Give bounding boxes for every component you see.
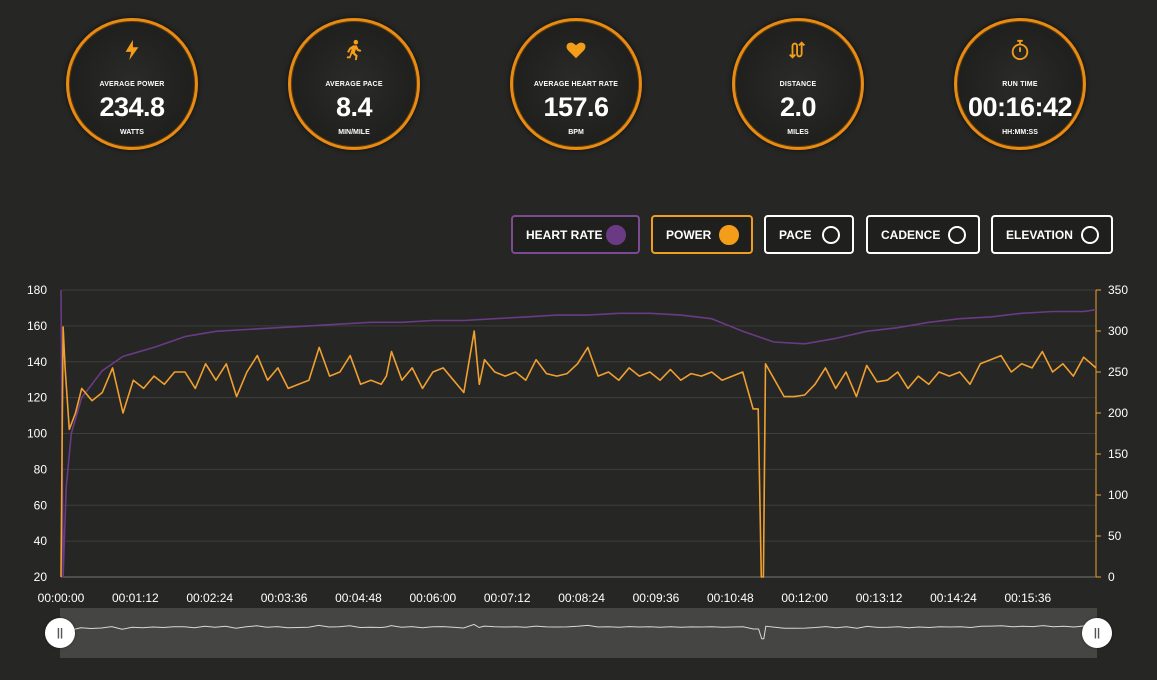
y-left-tick-label: 60 — [34, 498, 48, 512]
stat-label: AVERAGE HEART RATE — [533, 81, 619, 88]
x-tick-label: 00:13:12 — [856, 591, 903, 605]
y-left-tick-label: 180 — [27, 283, 47, 297]
heart-rate-line — [60, 289, 1097, 578]
y-right-tick-label: 300 — [1108, 324, 1128, 338]
y-left-tick-label: 160 — [27, 319, 47, 333]
stat-value: 2.0 — [779, 92, 817, 122]
x-tick-label: 00:02:24 — [186, 591, 233, 605]
stat-label: DISTANCE — [779, 81, 817, 88]
y-left-tick-label: 140 — [27, 355, 47, 369]
x-tick-label: 00:12:00 — [781, 591, 828, 605]
stat-label: AVERAGE POWER — [99, 81, 165, 88]
x-axis: 00:00:00 00:01:12 00:02:24 00:03:36 00:04:48… — [38, 576, 1096, 605]
y-right-tick-label: 0 — [1108, 570, 1115, 584]
y-axis-left: 20 40 60 80 100 120 140 160 180 — [27, 283, 47, 584]
toggle-label: PACE — [779, 228, 812, 242]
x-tick-label: 00:08:24 — [558, 591, 605, 605]
stat-unit: WATTS — [120, 129, 144, 136]
toggle-elevation[interactable]: ELEVATION — [991, 215, 1113, 254]
heart-icon — [513, 39, 639, 63]
chart-grid — [61, 289, 1096, 578]
navigator-start-handle[interactable]: || — [45, 618, 75, 648]
stat-label: RUN TIME — [1002, 81, 1038, 88]
toggle-indicator — [822, 226, 840, 244]
navigator-end-handle[interactable]: || — [1082, 618, 1112, 648]
range-navigator[interactable]: || || — [45, 608, 1112, 660]
toggle-indicator — [719, 225, 739, 245]
y-left-tick-label: 20 — [34, 570, 48, 584]
x-tick-label: 00:01:12 — [112, 591, 159, 605]
y-left-tick-label: 40 — [34, 534, 48, 548]
y-right-tick-label: 250 — [1108, 365, 1128, 379]
stat-average-power: AVERAGE POWER 234.8 WATTS — [66, 18, 198, 150]
x-tick-label: 00:00:00 — [38, 591, 85, 605]
x-tick-label: 00:03:36 — [261, 591, 308, 605]
x-tick-label: 00:04:48 — [335, 591, 382, 605]
stat-unit: BPM — [568, 129, 584, 136]
toggle-label: HEART RATE — [526, 228, 603, 242]
stopwatch-icon — [957, 39, 1083, 63]
toggle-heart-rate[interactable]: HEART RATE — [511, 215, 640, 254]
y-right-tick-label: 150 — [1108, 447, 1128, 461]
power-line — [60, 326, 1097, 578]
chart-series — [60, 289, 1097, 578]
y-right-tick-label: 100 — [1108, 488, 1128, 502]
stat-average-pace: AVERAGE PACE 8.4 MIN/MILE — [288, 18, 420, 150]
stat-unit: MILES — [787, 129, 809, 136]
stats-panel: AVERAGE POWER 234.8 WATTS AVERAGE PACE 8… — [0, 0, 1157, 170]
x-tick-label: 00:14:24 — [930, 591, 977, 605]
stat-label: AVERAGE PACE — [325, 81, 383, 88]
toggle-label: POWER — [666, 228, 712, 242]
x-tick-label: 00:10:48 — [707, 591, 754, 605]
navigator-preview — [59, 623, 1098, 640]
toggle-indicator — [948, 226, 966, 244]
y-left-tick-label: 80 — [34, 462, 48, 476]
y-axis-right: 0 50 100 150 200 250 300 350 — [1095, 283, 1128, 584]
y-right-tick-label: 200 — [1108, 406, 1128, 420]
toggle-cadence[interactable]: CADENCE — [866, 215, 980, 254]
y-left-tick-label: 120 — [27, 391, 47, 405]
heart-rate-power-chart: 20 40 60 80 100 120 140 160 180 0 50 100 150 200 250 3… — [27, 283, 1128, 605]
stat-distance: DISTANCE 2.0 MILES — [732, 18, 864, 150]
x-tick-label: 00:07:12 — [484, 591, 531, 605]
toggle-indicator — [606, 225, 626, 245]
stat-value: 157.6 — [543, 92, 609, 122]
runner-icon — [291, 39, 417, 63]
toggle-label: ELEVATION — [1006, 228, 1073, 242]
stat-unit: HH:MM:SS — [1002, 129, 1038, 136]
navigator-line — [59, 623, 1098, 640]
y-right-tick-label: 50 — [1108, 529, 1122, 543]
toggle-power[interactable]: POWER — [651, 215, 753, 254]
stat-unit: MIN/MILE — [338, 129, 370, 136]
stat-average-heart-rate: AVERAGE HEART RATE 157.6 BPM — [510, 18, 642, 150]
stat-value: 00:16:42 — [967, 92, 1073, 122]
stat-value: 234.8 — [99, 92, 165, 122]
x-tick-label: 00:15:36 — [1004, 591, 1051, 605]
stat-run-time: RUN TIME 00:16:42 HH:MM:SS — [954, 18, 1086, 150]
x-tick-label: 00:06:00 — [409, 591, 456, 605]
route-icon — [735, 39, 861, 63]
toggle-indicator — [1081, 226, 1099, 244]
stat-value: 8.4 — [335, 92, 373, 122]
lightning-icon — [69, 39, 195, 63]
x-tick-label: 00:09:36 — [633, 591, 680, 605]
toggle-label: CADENCE — [881, 228, 941, 242]
navigator-track[interactable] — [59, 608, 1098, 658]
y-left-tick-label: 100 — [27, 427, 47, 441]
toggle-pace[interactable]: PACE — [764, 215, 854, 254]
y-right-tick-label: 350 — [1108, 283, 1128, 297]
